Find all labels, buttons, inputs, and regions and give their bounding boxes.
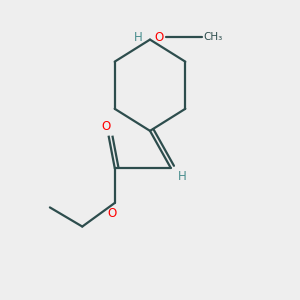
Text: CH₃: CH₃ <box>203 32 222 42</box>
Text: H: H <box>134 31 142 44</box>
Text: H: H <box>178 170 187 183</box>
Text: O: O <box>108 206 117 220</box>
Text: O: O <box>154 31 164 44</box>
Text: O: O <box>101 120 110 133</box>
